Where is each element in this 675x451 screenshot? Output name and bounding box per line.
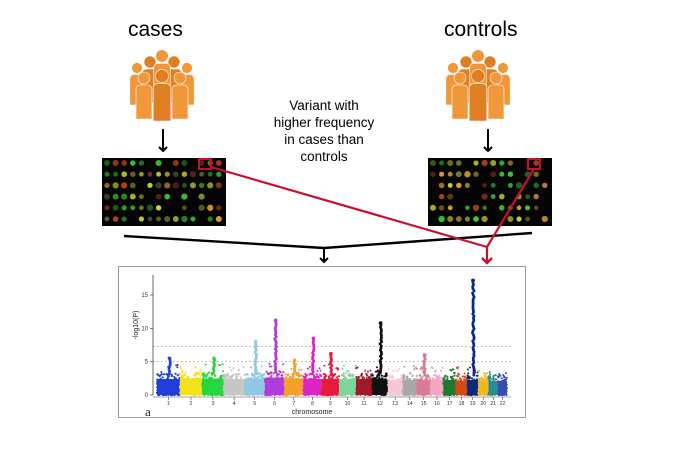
chromosome-15-points — [415, 353, 432, 397]
peak-top-point — [273, 318, 278, 322]
x-tick-label: 20 — [480, 401, 486, 407]
chromosome-11-points — [355, 366, 374, 397]
x-axis-label: chromosome — [292, 409, 333, 416]
peak-top-point — [379, 321, 383, 325]
peak-top-point — [471, 278, 475, 282]
y-tick-label: 15 — [141, 293, 148, 299]
peak-top-point — [167, 356, 172, 360]
cases-highlight-box — [198, 158, 212, 170]
chromosome-22-points — [497, 372, 509, 397]
x-tick-label: 5 — [253, 401, 256, 407]
peak-point — [311, 357, 315, 361]
x-tick-label: 4 — [233, 401, 236, 407]
x-tick-label: 2 — [190, 401, 193, 407]
y-tick-label: 5 — [145, 360, 149, 366]
cases-person-7 — [171, 71, 189, 120]
controls-array-spots — [429, 159, 548, 223]
peak-top-point — [212, 356, 216, 360]
annotation-line-3: in cases than — [284, 132, 364, 147]
variant-annotation: Variant with higher frequency in cases t… — [254, 97, 394, 165]
x-tick-label: 8 — [311, 401, 314, 407]
peak-point — [379, 365, 383, 369]
x-tick-label: 16 — [434, 401, 440, 407]
chromosome-17-points — [442, 368, 457, 397]
x-tick-label: 11 — [361, 401, 366, 407]
x-tick-label: 14 — [407, 401, 413, 407]
chromosome-10-points — [338, 364, 358, 397]
controls-red-line — [486, 168, 535, 248]
peak-point — [167, 372, 171, 376]
x-tick-label: 12 — [377, 401, 383, 407]
y-tick-label: 0 — [145, 393, 149, 399]
cases-person-6 — [135, 71, 153, 120]
controls-highlight-box — [527, 158, 541, 170]
merge-lines — [123, 231, 533, 250]
peak-point — [168, 363, 172, 367]
x-tick-label: 19 — [470, 401, 476, 407]
cases-title: cases — [128, 18, 183, 41]
x-tick-label: 3 — [211, 401, 214, 407]
controls-people-icon — [445, 49, 511, 122]
chromosome-1-points — [155, 356, 181, 397]
peak-top-point — [293, 358, 297, 362]
chromosome-21-points — [487, 371, 500, 397]
annotation-line-2: higher frequency — [273, 115, 375, 130]
controls-title: controls — [444, 18, 518, 41]
annotation-line-4: controls — [300, 149, 348, 164]
cases-red-line — [210, 165, 488, 249]
peak-top-point — [254, 340, 258, 344]
peak-point — [167, 367, 171, 371]
peak-point — [472, 354, 476, 358]
annotation-line-1: Variant with — [289, 98, 359, 113]
chromosome-7-points — [283, 358, 304, 397]
x-tick-label: 13 — [392, 401, 398, 407]
controls-person-7 — [487, 71, 505, 120]
peak-point — [168, 361, 172, 365]
chromosome-19-points — [466, 278, 480, 397]
peak-point — [254, 367, 258, 371]
peak-top-point — [329, 352, 333, 356]
panel-label: a — [145, 404, 151, 417]
manhattan-plot-frame: 0 5 10 15 1 2 3 4 5 6 7 8 9 10 11 12 13 14 15 16 17 18 19 20 21 2… — [118, 266, 526, 419]
chromosome-13-points — [386, 367, 404, 397]
y-tick-label: 10 — [141, 326, 148, 332]
peak-point — [379, 336, 383, 340]
controls-microarray-image — [428, 158, 552, 226]
x-tick-label: 10 — [345, 401, 351, 407]
peak-top-point — [311, 336, 315, 340]
chromosome-14-points — [401, 365, 418, 397]
chromosome-20-points — [477, 369, 490, 396]
x-tick-label: 18 — [459, 401, 465, 407]
chromosome-8-points — [302, 336, 323, 397]
chromosome-12-points — [371, 321, 389, 397]
chromosome-16-points — [429, 366, 445, 396]
peak-point — [471, 306, 475, 310]
peak-top-point — [422, 353, 427, 357]
controls-person-8 — [468, 69, 488, 122]
chromosome-2-points — [178, 365, 204, 397]
x-tick-label: 7 — [292, 401, 295, 407]
cases-person-8 — [152, 69, 172, 122]
x-tick-label: 9 — [329, 401, 332, 407]
chromosome-4-points — [222, 366, 246, 397]
x-tick-label: 1 — [167, 401, 170, 407]
chromosome-5-points — [243, 340, 266, 397]
cases-people-icon — [129, 49, 195, 122]
x-tick-label: 22 — [500, 401, 506, 407]
chromosome-9-points — [320, 352, 341, 397]
x-tick-label: 15 — [421, 401, 427, 407]
x-tick-label: 17 — [447, 401, 453, 407]
chromosome-6-points — [263, 318, 286, 397]
chromosome-3-points — [201, 356, 225, 397]
x-tick-label: 21 — [490, 401, 496, 407]
x-tick-label: 6 — [273, 401, 276, 407]
controls-person-6 — [451, 71, 469, 120]
chromosome-18-points — [454, 366, 469, 397]
y-axis-label: -log10(P) — [133, 311, 140, 340]
